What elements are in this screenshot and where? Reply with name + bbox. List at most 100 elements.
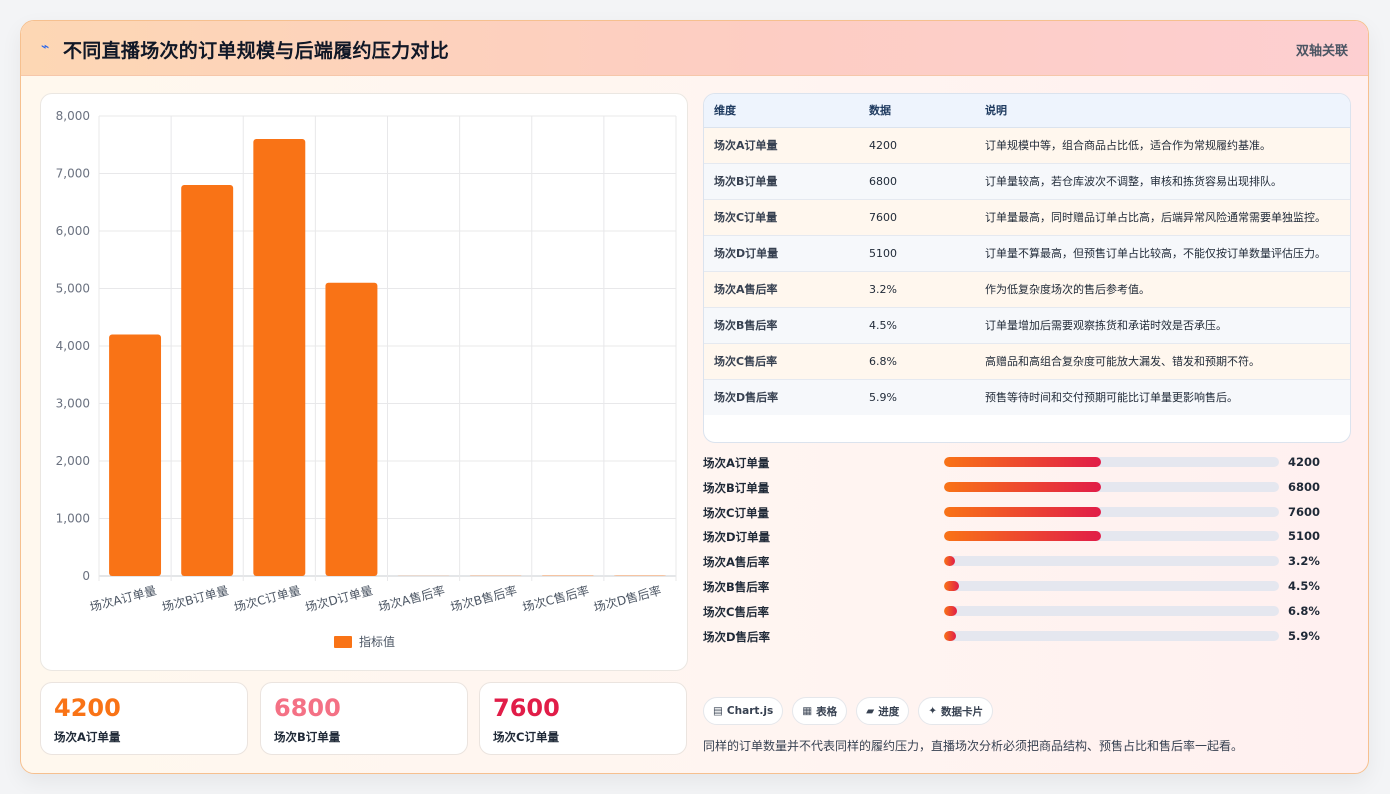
- footer-note: 同样的订单数量并不代表同样的履约压力，直播场次分析必须把商品结构、预售占比和售后…: [703, 739, 1244, 753]
- progress-fill: [944, 605, 957, 616]
- progress-label: 场次A订单量: [703, 456, 770, 470]
- table-row: 场次A售后率 3.2% 作为低复杂度场次的售后参考值。: [704, 271, 1350, 308]
- progress-track: [944, 506, 1279, 517]
- progress-label: 场次D售后率: [703, 629, 771, 644]
- progress-track: [944, 630, 1279, 641]
- stat-value: 6800: [274, 694, 341, 722]
- progress-row: 场次D售后率 5.9%: [703, 625, 1351, 650]
- progress-track: [944, 605, 1279, 616]
- table-row: 场次D订单量 5100 订单量不算最高，但预售订单占比较高，不能仅按订单数量评估…: [704, 235, 1350, 272]
- progress-icon: ▰: [866, 705, 875, 717]
- legend-swatch: [334, 636, 352, 648]
- cell-description: 预售等待时间和交付预期可能比订单量更影响售后。: [975, 379, 1350, 415]
- progress-label: 场次B售后率: [703, 579, 770, 594]
- stat-card-c: 7600 场次C订单量: [479, 682, 687, 755]
- cell-value: 3.2%: [859, 271, 975, 308]
- cell-value: 4.5%: [859, 307, 975, 344]
- y-tick-label: 0: [82, 569, 90, 583]
- data-table-panel: 维度 数据 说明 场次A订单量 4200 订单规模中等，组合商品占比低，适合作为…: [703, 93, 1351, 443]
- progress-fill: [944, 457, 1102, 467]
- cell-description: 高赠品和高组合复杂度可能放大漏发、错发和预期不符。: [975, 343, 1350, 380]
- table-row: 场次A订单量 4200 订单规模中等，组合商品占比低，适合作为常规履约基准。: [704, 127, 1350, 164]
- stat-label: 场次A订单量: [54, 730, 121, 744]
- y-tick-label: 2,000: [56, 454, 90, 468]
- progress-label: 场次D订单量: [703, 530, 771, 545]
- dual-axis-tag[interactable]: 双轴关联: [1295, 44, 1348, 59]
- progress-label: 场次C订单量: [703, 505, 769, 520]
- x-tick-label: 场次B订单量: [160, 583, 230, 614]
- x-tick-label: 场次A订单量: [88, 583, 158, 614]
- cell-dimension: 场次A售后率: [704, 271, 859, 308]
- cell-value: 5100: [859, 235, 975, 272]
- chip-data-card[interactable]: ✦ 数据卡片: [918, 697, 994, 725]
- progress-value: 3.2%: [1288, 554, 1320, 569]
- progress-row: 场次B订单量 6800: [703, 476, 1351, 501]
- cell-value: 6.8%: [859, 343, 975, 380]
- chip-table[interactable]: ▦ 表格: [792, 697, 848, 725]
- y-tick-label: 6,000: [56, 224, 90, 238]
- data-table: 维度 数据 说明 场次A订单量 4200 订单规模中等，组合商品占比低，适合作为…: [704, 94, 1350, 415]
- x-tick-label: 场次D售后率: [592, 582, 663, 614]
- progress-value: 7600: [1288, 504, 1321, 519]
- cell-value: 5.9%: [859, 379, 975, 415]
- column-header-dimension: 维度: [704, 94, 859, 128]
- sparkle-icon: ✦: [928, 705, 938, 717]
- progress-label: 场次C售后率: [703, 604, 769, 619]
- cell-description: 订单量增加后需要观察拣货和承诺时效是否承压。: [975, 307, 1350, 344]
- progress-fill: [944, 531, 1102, 542]
- progress-row: 场次A订单量 4200: [703, 451, 1351, 476]
- progress-row: 场次C订单量 7600: [703, 501, 1351, 526]
- bar: [181, 185, 234, 576]
- table-row: 场次C售后率 6.8% 高赠品和高组合复杂度可能放大漏发、错发和预期不符。: [704, 343, 1350, 380]
- chart-icon: ▤: [713, 705, 723, 717]
- progress-fill: [944, 556, 955, 567]
- cell-dimension: 场次B订单量: [704, 163, 859, 200]
- x-tick-label: 场次C售后率: [521, 582, 591, 614]
- y-tick-label: 7,000: [56, 167, 90, 181]
- column-header-description: 说明: [975, 94, 1350, 128]
- table-row: 场次C订单量 7600 订单量最高，同时赠品订单占比高，后端异常风险通常需要单独…: [704, 199, 1350, 236]
- progress-track: [944, 531, 1279, 542]
- progress-track: [944, 481, 1279, 492]
- dashboard-card: ⌁ 不同直播场次的订单规模与后端履约压力对比 双轴关联 0 1,000 2,000 3…: [20, 20, 1369, 774]
- progress-value: 6800: [1288, 479, 1321, 494]
- chip-chartjs[interactable]: ▤ Chart.js: [703, 697, 784, 725]
- bar-chart: 0 1,000 2,000 3,000 4,000 5,000 6,000 7,000 8,00…: [41, 94, 687, 676]
- table-row: 场次D售后率 5.9% 预售等待时间和交付预期可能比订单量更影响售后。: [704, 379, 1350, 415]
- tech-chips: ▤ Chart.js ▦ 表格 ▰ 进度 ✦ 数据卡片: [703, 697, 994, 725]
- chip-label: Chart.js: [726, 705, 774, 717]
- card-header: ⌁ 不同直播场次的订单规模与后端履约压力对比 双轴关联: [21, 21, 1368, 76]
- progress-track: [944, 580, 1279, 591]
- stat-card-a: 4200 场次A订单量: [40, 682, 248, 755]
- progress-track: [944, 457, 1279, 467]
- progress-row: 场次C售后率 6.8%: [703, 600, 1351, 625]
- x-tick-label: 场次D订单量: [304, 583, 375, 614]
- bar: [253, 139, 306, 576]
- cell-dimension: 场次C订单量: [704, 199, 859, 236]
- chart-svg: 0 1,000 2,000 3,000 4,000 5,000 6,000 7,000 8,00…: [56, 109, 677, 649]
- progress-fill: [944, 481, 1102, 492]
- table-icon: ▦: [802, 705, 813, 717]
- progress-row: 场次D订单量 5100: [703, 525, 1351, 550]
- cell-description: 订单量不算最高，但预售订单占比较高，不能仅按订单数量评估压力。: [975, 235, 1350, 272]
- cell-dimension: 场次B售后率: [704, 307, 859, 344]
- column-header-value: 数据: [859, 94, 975, 128]
- legend-label: 指标值: [359, 634, 395, 649]
- bar: [109, 334, 162, 576]
- progress-value: 4200: [1288, 455, 1321, 469]
- progress-label: 场次A售后率: [703, 555, 770, 570]
- progress-row: 场次A售后率 3.2%: [703, 550, 1351, 575]
- cell-dimension: 场次D订单量: [704, 235, 859, 272]
- cell-description: 订单量较高，若仓库波次不调整，审核和拣货容易出现排队。: [975, 163, 1350, 200]
- y-tick-label: 4,000: [56, 339, 90, 353]
- progress-list: 场次A订单量 4200 场次B订单量 6800 场次C订单量 7600 场次D订…: [703, 451, 1351, 649]
- y-tick-label: 8,000: [56, 109, 90, 123]
- y-tick-label: 1,000: [56, 512, 90, 526]
- progress-value: 5.9%: [1288, 628, 1320, 643]
- chip-progress[interactable]: ▰ 进度: [856, 697, 910, 725]
- x-tick-label: 场次C订单量: [232, 583, 302, 614]
- cell-description: 作为低复杂度场次的售后参考值。: [975, 271, 1350, 308]
- stat-label: 场次B订单量: [274, 730, 341, 744]
- cell-description: 订单规模中等，组合商品占比低，适合作为常规履约基准。: [975, 127, 1350, 164]
- chip-label: 数据卡片: [941, 705, 984, 718]
